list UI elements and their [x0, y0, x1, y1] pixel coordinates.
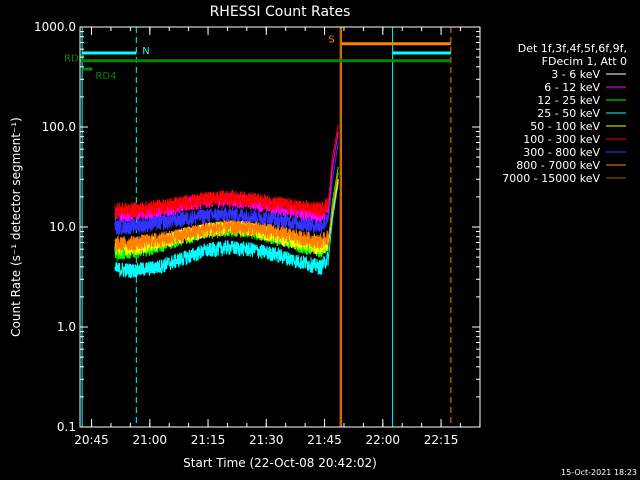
chart-title: RHESSI Count Rates: [210, 4, 351, 20]
x-tick-label: 20:45: [74, 433, 109, 447]
legend: Det 1f,3f,4f,5f,6f,9f, FDecim 1, Att 0 3…: [502, 42, 627, 185]
y-tick-label: 1000.0: [34, 20, 76, 34]
bar-label: RD4: [95, 71, 116, 82]
legend-header-line-2: FDecim 1, Att 0: [542, 55, 627, 68]
series-line: [114, 142, 339, 236]
legend-entry: 300 - 800 keV: [523, 146, 600, 159]
x-tick-label: 21:15: [191, 433, 226, 447]
legend-entry: 3 - 6 keV: [551, 68, 600, 81]
x-tick-label: 21:45: [307, 433, 342, 447]
status-bars: N S RD0 RD4: [64, 35, 451, 82]
series-layer: [114, 124, 339, 279]
series-line: [114, 124, 339, 218]
y-tick-label: 10.0: [49, 220, 76, 234]
legend-entry: 25 - 50 keV: [537, 107, 600, 120]
axes: 1000.0 100.0 10.0 1.0 0.120:45 21:00 21:15 21:3…: [34, 20, 481, 447]
x-tick-label: 21:00: [132, 433, 167, 447]
series-line: [114, 172, 339, 252]
y-tick-label: 100.0: [42, 120, 76, 134]
y-tick-label: 1.0: [57, 320, 76, 334]
bar-label: S: [328, 35, 334, 46]
bar-label: N: [142, 46, 149, 57]
series-line: [114, 182, 339, 279]
legend-entry: 100 - 300 keV: [523, 133, 600, 146]
x-axis-label: Start Time (22-Oct-08 20:42:02): [183, 456, 377, 470]
y-axis-label: Count Rate (s⁻¹ detector segment⁻¹): [9, 117, 23, 337]
legend-header-line-1: Det 1f,3f,4f,5f,6f,9f,: [518, 42, 627, 55]
x-tick-label: 22:15: [424, 433, 459, 447]
x-tick-label: 22:00: [365, 433, 400, 447]
bar-label: RD0: [64, 54, 85, 65]
legend-entry: 12 - 25 keV: [537, 94, 600, 107]
legend-entry: 6 - 12 keV: [544, 81, 600, 94]
y-tick-label: 0.1: [57, 420, 76, 434]
legend-entry: 50 - 100 keV: [530, 120, 600, 133]
legend-entry: 800 - 7000 keV: [516, 159, 600, 172]
x-tick-label: 21:30: [249, 433, 284, 447]
footer-timestamp: 15-Oct-2021 18:23: [561, 468, 637, 477]
legend-entry: 7000 - 15000 keV: [502, 172, 600, 185]
